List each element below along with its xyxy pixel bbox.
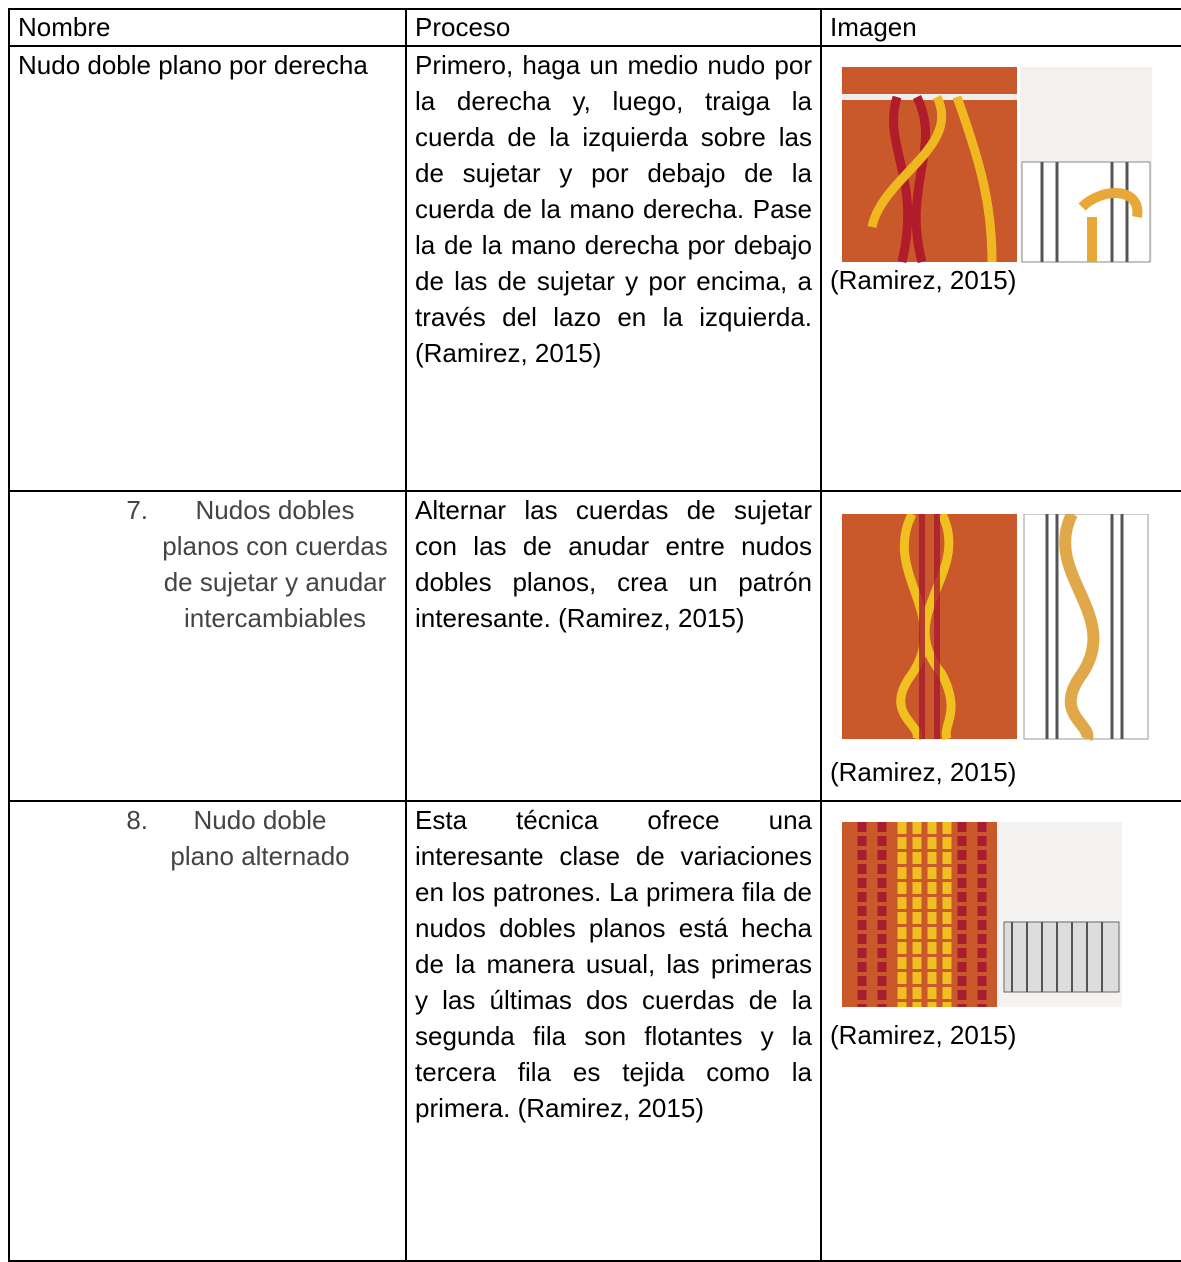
- process: Esta técnica ofrece una interesante clas…: [415, 805, 812, 1123]
- caption: (Ramirez, 2015): [830, 265, 1017, 295]
- process-cell: Esta técnica ofrece una interesante clas…: [405, 800, 822, 1262]
- name-cell: 8. Nudo doble plano alternado: [8, 800, 407, 1262]
- header-cell: Imagen: [820, 8, 1181, 47]
- header-row: Nombre Proceso Imagen: [8, 8, 1181, 47]
- process-cell: Primero, haga un medio nudo por la derec…: [405, 45, 822, 492]
- image-cell: (Ramirez, 2015): [820, 490, 1181, 802]
- name: Nudos dobles planos con cuerdas de sujet…: [162, 495, 388, 633]
- page: Nombre Proceso Imagen Nudo doble plano p…: [8, 8, 1181, 1262]
- name-cell: Nudo doble plano por derecha: [8, 45, 407, 492]
- name: Nudo doble plano por derecha: [18, 50, 368, 80]
- name-cell: 7. Nudos dobles planos con cuerdas de suj…: [8, 490, 407, 802]
- name: Nudo doble plano alternado: [170, 805, 350, 871]
- process: Primero, haga un medio nudo por la derec…: [415, 50, 812, 368]
- row: Nudo doble plano por derecha Primero, ha…: [8, 45, 1181, 492]
- knot-table: Nombre Proceso Imagen Nudo doble plano p…: [8, 8, 1181, 1262]
- image-cell: (Ramirez, 2015): [820, 800, 1181, 1262]
- header-cell: Proceso: [405, 8, 822, 47]
- knot-image: [842, 822, 1122, 1007]
- header-cell: Nombre: [8, 8, 407, 47]
- caption: (Ramirez, 2015): [830, 1020, 1017, 1050]
- knot-image: [842, 67, 1152, 264]
- image-cell: (Ramirez, 2015): [820, 45, 1181, 492]
- row: 7. Nudos dobles planos con cuerdas de suj…: [8, 490, 1181, 802]
- row: 8. Nudo doble plano alternado Esta técnic…: [8, 800, 1181, 1262]
- process-cell: Alternar las cuerdas de sujetar con las …: [405, 490, 822, 802]
- process: Alternar las cuerdas de sujetar con las …: [415, 495, 812, 633]
- list-number: 8.: [126, 805, 148, 835]
- knot-image: [842, 514, 1149, 741]
- list-number: 7.: [126, 495, 148, 525]
- caption: (Ramirez, 2015): [830, 757, 1017, 787]
